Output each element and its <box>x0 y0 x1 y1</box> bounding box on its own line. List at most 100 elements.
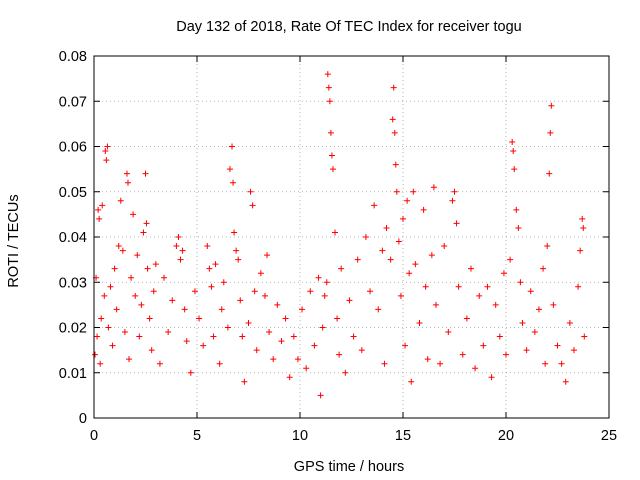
data-point <box>96 215 103 222</box>
data-point <box>123 170 130 177</box>
x-tick-label: 20 <box>498 428 514 444</box>
grid-lines <box>94 56 609 418</box>
data-point <box>488 374 495 381</box>
data-point <box>510 148 517 155</box>
y-axis-label: ROTI / TECUs <box>6 194 22 287</box>
data-point <box>109 342 116 349</box>
x-tick-label: 5 <box>193 428 201 444</box>
data-point <box>173 243 180 250</box>
data-point <box>274 301 281 308</box>
data-point <box>430 184 437 191</box>
data-point <box>270 356 277 363</box>
data-point <box>97 360 104 367</box>
data-point <box>241 378 248 385</box>
x-tick-label: 0 <box>90 428 98 444</box>
data-point <box>527 288 534 295</box>
data-point <box>325 84 332 91</box>
data-point <box>391 129 398 136</box>
data-point <box>119 247 126 254</box>
data-point <box>441 243 448 250</box>
data-point <box>579 215 586 222</box>
data-point <box>233 247 240 254</box>
data-point <box>92 351 99 358</box>
data-point <box>121 329 128 336</box>
data-point <box>208 283 215 290</box>
data-point <box>392 161 399 168</box>
data-point <box>261 292 268 299</box>
data-point <box>511 166 518 173</box>
data-point <box>566 319 573 326</box>
data-point <box>104 143 111 150</box>
y-tick-label: 0.06 <box>59 140 87 156</box>
data-point <box>103 157 110 164</box>
data-point <box>179 247 186 254</box>
data-point <box>358 347 365 354</box>
data-point <box>218 306 225 313</box>
data-point <box>299 306 306 313</box>
data-point <box>581 333 588 340</box>
data-point <box>152 261 159 268</box>
data-point <box>371 202 378 209</box>
data-point <box>175 234 182 240</box>
data-point <box>196 315 203 322</box>
data-point <box>324 71 331 78</box>
y-tick-label: 0.08 <box>59 49 87 65</box>
data-point <box>484 283 491 290</box>
data-point <box>535 306 542 313</box>
data-point <box>303 365 310 372</box>
data-point <box>144 265 151 272</box>
data-point <box>315 274 322 281</box>
data-point <box>321 292 328 299</box>
data-point <box>397 292 404 299</box>
data-point <box>212 261 219 268</box>
y-tick-label: 0 <box>79 411 87 427</box>
data-point <box>323 279 330 286</box>
data-point <box>239 333 246 340</box>
data-point <box>390 84 397 91</box>
data-points <box>92 71 588 399</box>
data-point <box>253 347 260 354</box>
data-point <box>327 129 334 136</box>
data-point <box>463 315 470 322</box>
data-point <box>278 338 285 345</box>
data-point <box>509 138 516 145</box>
data-point <box>94 333 101 340</box>
data-point <box>136 333 143 340</box>
data-point <box>570 347 577 354</box>
y-tick-label: 0.03 <box>59 275 87 291</box>
data-point <box>420 206 427 213</box>
data-point <box>200 342 207 349</box>
x-tick-label: 15 <box>395 428 411 444</box>
data-point <box>206 265 213 272</box>
y-tick-label: 0.04 <box>59 230 87 246</box>
data-point <box>449 197 456 204</box>
data-point <box>257 270 264 277</box>
chart-title: Day 132 of 2018, Rate Of TEC Index for r… <box>176 19 522 35</box>
data-point <box>515 224 522 231</box>
data-point <box>410 188 417 195</box>
data-point <box>290 333 297 340</box>
data-point <box>519 319 526 326</box>
data-point <box>124 179 131 186</box>
data-point <box>336 351 343 358</box>
data-point <box>249 202 256 209</box>
y-tick-label: 0.05 <box>59 185 87 201</box>
data-point <box>132 292 139 299</box>
x-tick-label: 25 <box>601 428 617 444</box>
x-tick-label: 10 <box>292 428 308 444</box>
data-point <box>400 215 406 222</box>
data-point <box>107 283 114 290</box>
data-point <box>156 360 163 367</box>
data-point <box>513 206 520 213</box>
data-point <box>130 211 137 218</box>
data-point <box>550 301 557 308</box>
data-point <box>404 197 411 204</box>
data-point <box>507 256 514 263</box>
data-point <box>445 329 452 336</box>
data-point <box>540 265 547 272</box>
data-point <box>307 288 314 295</box>
data-point <box>432 301 439 308</box>
data-point <box>416 319 423 326</box>
data-point <box>111 265 118 272</box>
